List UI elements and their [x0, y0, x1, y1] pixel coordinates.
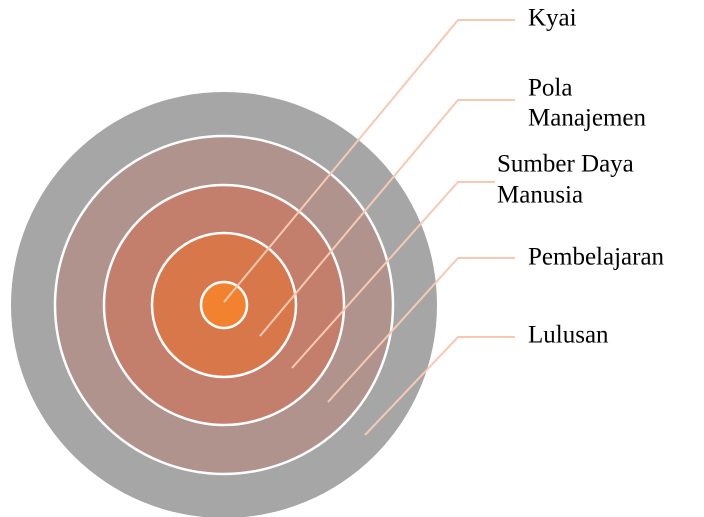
leader-line [327, 257, 515, 403]
label: Pola [528, 75, 572, 102]
leader-line [364, 336, 515, 436]
label: Manusia [497, 182, 583, 209]
leader-line [223, 19, 515, 303]
leader-line [259, 99, 515, 337]
label: Lulusan [528, 322, 609, 349]
label: Manajemen [528, 105, 647, 132]
label: Pembelajaran [528, 244, 665, 271]
leader-line [291, 181, 495, 369]
label: Sumber Daya [497, 151, 634, 178]
ring-kyai [199, 280, 249, 330]
label: Kyai [528, 5, 577, 32]
